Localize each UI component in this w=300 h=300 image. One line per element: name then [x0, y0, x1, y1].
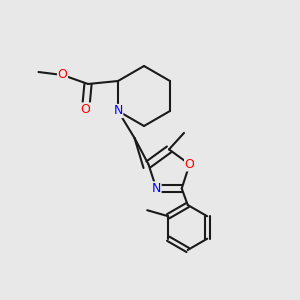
Text: N: N	[152, 182, 161, 195]
Text: O: O	[81, 103, 91, 116]
Text: N: N	[113, 104, 123, 118]
Text: O: O	[184, 158, 194, 171]
Text: O: O	[58, 68, 68, 82]
